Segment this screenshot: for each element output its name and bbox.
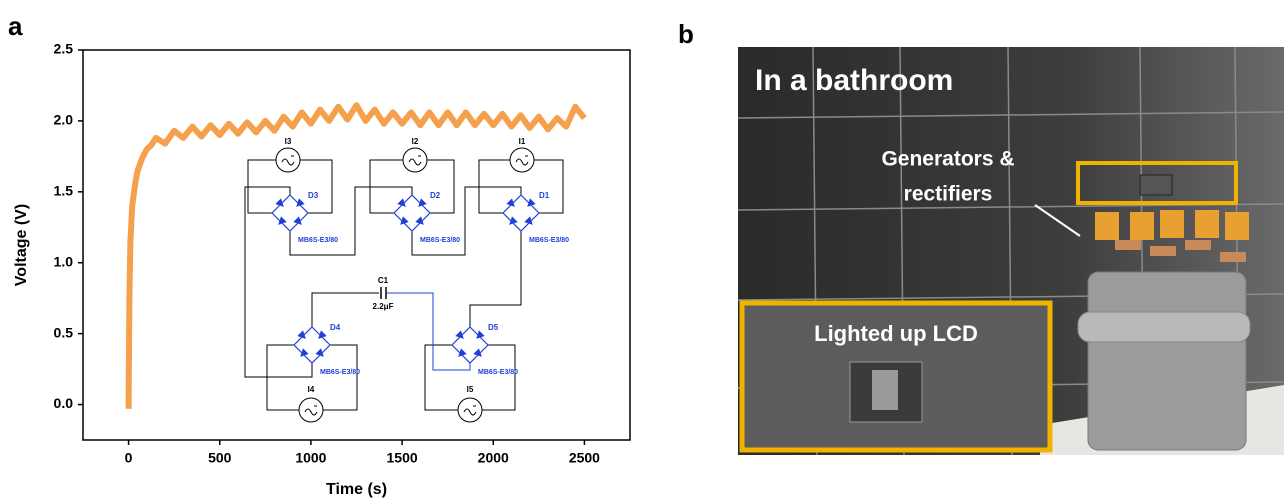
source-label: I4	[308, 385, 315, 394]
generator	[1225, 212, 1249, 240]
y-tick-label: 2.5	[54, 41, 74, 57]
bridge-rectifier	[271, 194, 309, 232]
current-source	[298, 397, 324, 423]
diode	[400, 216, 409, 225]
source-symbol	[304, 405, 318, 416]
x-tick-label: 500	[208, 450, 232, 466]
wire	[387, 292, 471, 371]
panel-label: b	[678, 19, 694, 49]
lcd-screen	[872, 370, 898, 410]
diode-label: D2	[430, 191, 441, 200]
y-tick-label: 0.0	[54, 395, 74, 411]
highlight-box	[1076, 161, 1238, 205]
bridge-rectifier	[451, 326, 489, 364]
callout-line	[1034, 204, 1081, 237]
diode-part: MB6S-E3/80	[529, 237, 569, 244]
diode	[527, 198, 536, 207]
current-source	[275, 147, 301, 173]
bridge-rectifier	[502, 194, 540, 232]
lcd-small	[1139, 174, 1173, 196]
rectifier	[1185, 240, 1211, 250]
diode-label: D4	[330, 323, 341, 332]
x-tick-label: 0	[125, 450, 133, 466]
diode	[318, 330, 327, 339]
current-source	[402, 147, 428, 173]
diode	[476, 330, 485, 339]
wire	[311, 292, 379, 327]
diode	[397, 198, 406, 207]
generator	[1160, 210, 1184, 238]
diode-part: MB6S-E3/80	[298, 237, 338, 244]
diode	[293, 216, 302, 225]
wire	[469, 231, 522, 327]
diode	[473, 348, 482, 357]
holder	[1087, 271, 1247, 451]
x-tick-label: 2500	[569, 450, 600, 466]
capacitor-value: 2.2μF	[373, 302, 394, 311]
diode-part: MB6S-E3/80	[478, 369, 518, 376]
rectifier	[1150, 246, 1176, 256]
source-symbol	[281, 155, 295, 166]
y-tick-label: 0.5	[54, 324, 74, 340]
holder-bar	[1077, 311, 1251, 343]
current-source	[509, 147, 535, 173]
diode	[458, 348, 467, 357]
diode	[455, 330, 464, 339]
diode-label: D5	[488, 323, 499, 332]
source-label: I1	[519, 137, 526, 146]
inset-box	[739, 300, 1053, 453]
diode	[418, 198, 427, 207]
diode-part: MB6S-E3/80	[320, 369, 360, 376]
y-axis-title: Voltage (V)	[13, 204, 30, 286]
generator	[1130, 212, 1154, 240]
current-source	[457, 397, 483, 423]
tile-joint	[737, 111, 1284, 119]
diode	[278, 216, 287, 225]
diode-part: MB6S-E3/80	[420, 237, 460, 244]
callout-text: Generators &	[881, 148, 1014, 171]
wire	[289, 186, 413, 256]
generator	[1095, 212, 1119, 240]
x-tick-label: 2000	[478, 450, 509, 466]
source-label: I2	[412, 137, 419, 146]
photo-caption: In a bathroom	[755, 64, 953, 97]
diode	[297, 330, 306, 339]
source-label: I3	[285, 137, 292, 146]
rectifier	[1220, 252, 1246, 262]
diode	[296, 198, 305, 207]
x-tick-label: 1500	[387, 450, 418, 466]
source-symbol	[463, 405, 477, 416]
wire	[411, 186, 522, 256]
inset-label: Lighted up LCD	[814, 321, 978, 346]
data-line	[125, 102, 587, 409]
bridge-rectifier	[293, 326, 331, 364]
source-symbol	[408, 155, 422, 166]
y-tick-label: 1.0	[54, 253, 74, 269]
callout-text: rectifiers	[904, 183, 993, 206]
y-tick-label: 2.0	[54, 112, 74, 128]
diode	[509, 216, 518, 225]
diode-label: D3	[308, 191, 319, 200]
diode	[506, 198, 515, 207]
y-tick-label: 1.5	[54, 183, 74, 199]
panel-label: a	[8, 11, 23, 41]
diode	[300, 348, 309, 357]
bridge-rectifier	[393, 194, 431, 232]
diode	[415, 216, 424, 225]
x-tick-label: 1000	[295, 450, 326, 466]
wire	[244, 186, 313, 378]
source-label: I5	[467, 385, 474, 394]
diode-label: D1	[539, 191, 550, 200]
generator	[1195, 210, 1219, 238]
diode	[315, 348, 324, 357]
capacitor-label: C1	[378, 276, 389, 285]
plot-frame	[82, 49, 631, 441]
x-axis-title: Time (s)	[326, 481, 387, 498]
diode	[275, 198, 284, 207]
diode	[524, 216, 533, 225]
source-symbol	[515, 155, 529, 166]
rectifier	[1115, 240, 1141, 250]
